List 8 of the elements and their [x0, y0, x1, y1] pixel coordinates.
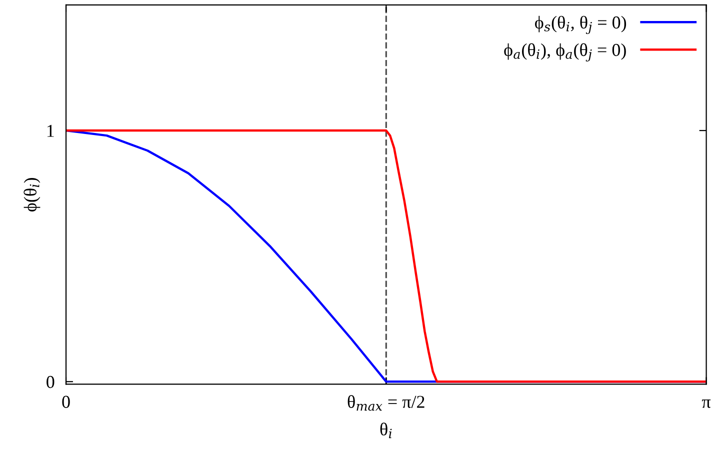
x-axis-title: θ$_{i}$ — [380, 422, 392, 438]
y-tick-label: 1 — [47, 124, 54, 137]
x-tick-label: 0 — [62, 396, 70, 408]
x-tick-label: θ$_{max}$ = π/2 — [348, 395, 424, 411]
legend-label: ϕ$_{s}$(θ$_{i}$, θ$_{j}$ = 0) — [535, 16, 626, 34]
text: ϕ$_{a}$(θ$_{i}$), ϕ$_{a}$(θ$_{j}$ = 0) — [504, 43, 626, 62]
y-axis-title: ϕ(θ$_{i}$) — [24, 178, 40, 212]
x-tick-label: π — [702, 399, 711, 408]
